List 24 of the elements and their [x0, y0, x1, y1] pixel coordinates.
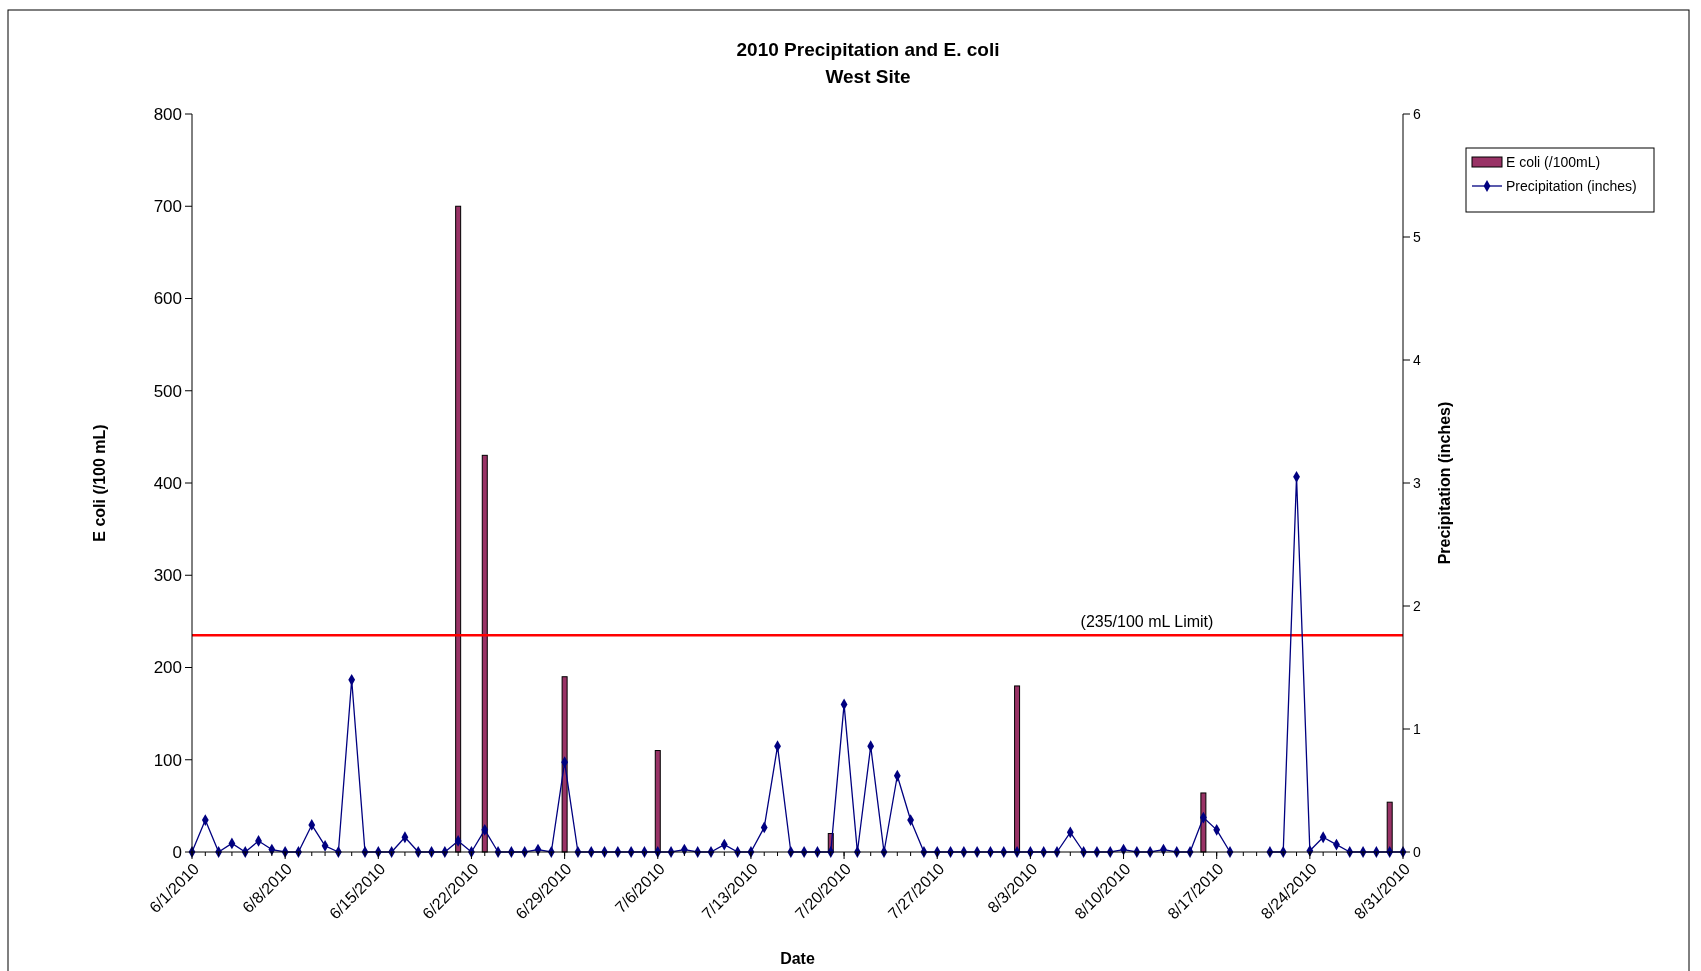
- legend-label: E coli (/100mL): [1506, 153, 1601, 170]
- y-tick-label: 600: [153, 289, 182, 309]
- y-tick-label: 200: [153, 658, 182, 678]
- y2-axis-title: Precipitation (inches): [1436, 401, 1453, 565]
- y-tick-label: 500: [153, 381, 182, 401]
- y2-tick-label: 6: [1413, 105, 1421, 122]
- y-tick-label: 400: [153, 473, 182, 493]
- y-tick-label: 800: [153, 104, 182, 124]
- y2-tick-label: 3: [1413, 474, 1421, 491]
- y2-tick-label: 5: [1413, 228, 1421, 245]
- y-tick-label: 0: [172, 842, 182, 862]
- chart-title: 2010 Precipitation and E. coli: [736, 39, 1000, 60]
- y-tick-label: 300: [153, 566, 182, 586]
- y2-tick-label: 1: [1413, 720, 1421, 737]
- y2-tick-label: 0: [1413, 843, 1421, 860]
- ref-line-label: (235/100 mL Limit): [1080, 613, 1214, 631]
- chart-subtitle: West Site: [825, 66, 911, 87]
- y2-tick-label: 2: [1413, 597, 1421, 614]
- legend-label: Precipitation (inches): [1506, 177, 1637, 194]
- y2-tick-label: 4: [1413, 351, 1421, 368]
- y-tick-label: 100: [153, 750, 182, 770]
- y-tick-label: 700: [153, 197, 182, 217]
- y-axis-title: E coli (/100 mL): [91, 424, 108, 542]
- x-axis-title: Date: [780, 950, 815, 967]
